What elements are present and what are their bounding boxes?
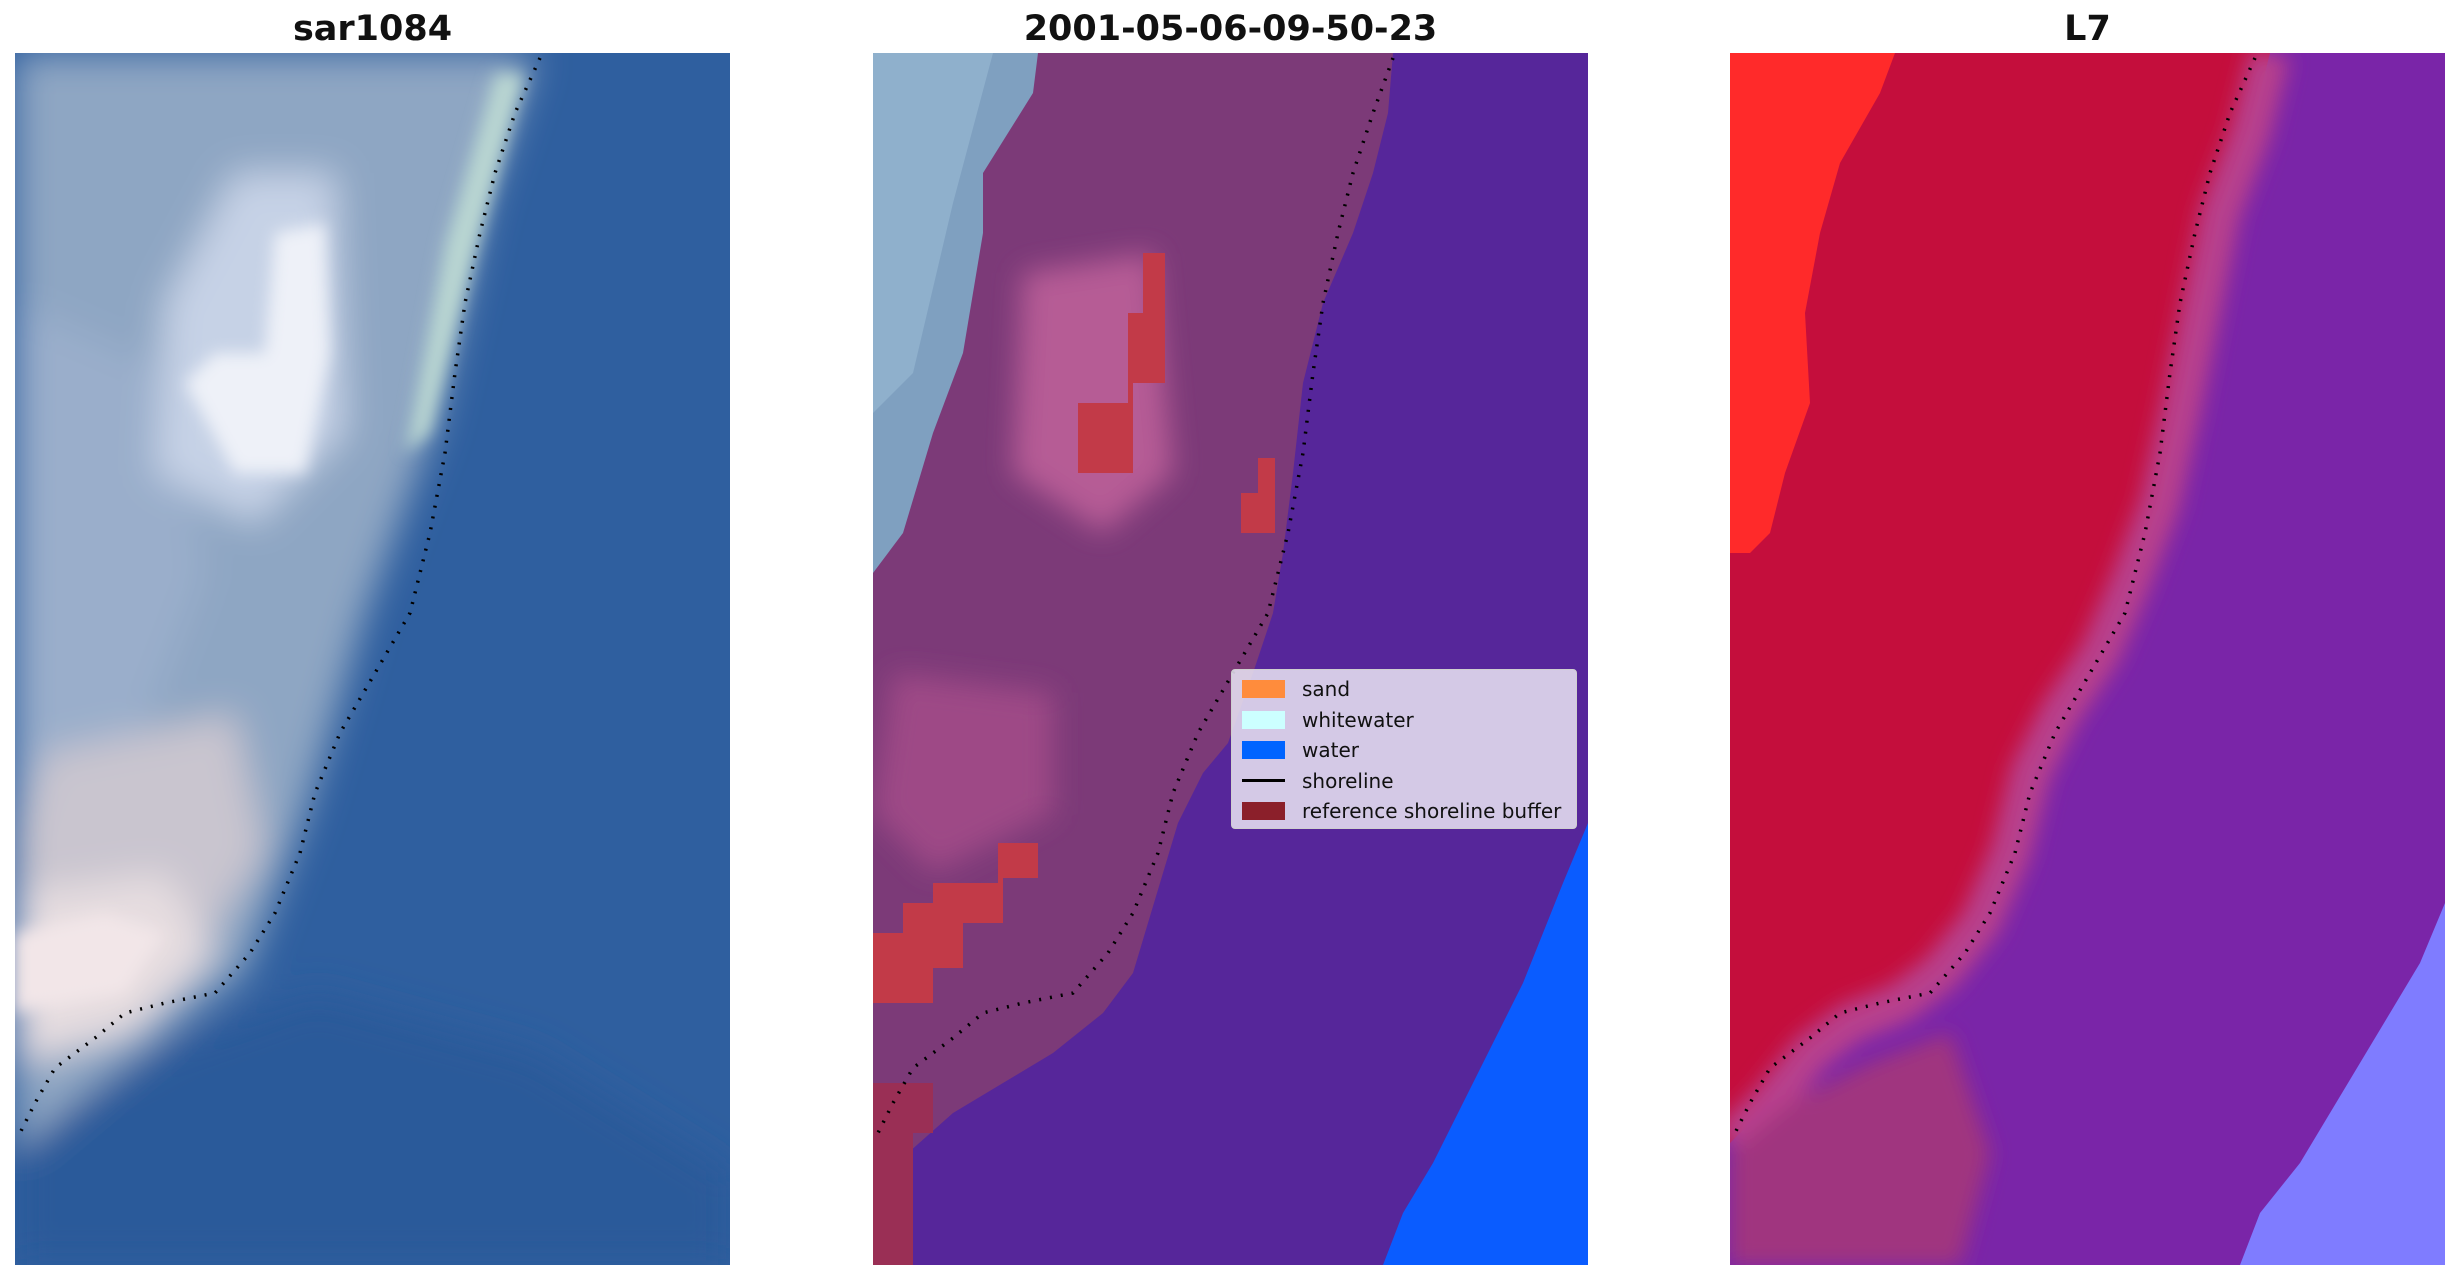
panel-title-rgb: sar1084 (292, 9, 453, 49)
legend-label-shoreline: shoreline (1302, 768, 1394, 793)
legend-label-sand: sand (1302, 677, 1351, 702)
panel-title-l7: L7 (2064, 9, 2111, 49)
classification-image (873, 53, 1588, 1265)
legend-item-water: water (1242, 735, 1566, 766)
sand-swatch (1242, 680, 1285, 699)
legend-item-shoreline: shoreline (1242, 766, 1566, 797)
l7-panel (1730, 53, 2445, 1265)
shoreline-dots-rgb (18, 57, 542, 1134)
legend-label-water: water (1302, 738, 1359, 763)
shoreline-line-swatch (1242, 779, 1285, 783)
legend-label-reference-buffer: reference shoreline buffer (1302, 799, 1562, 824)
rgb-image-panel (15, 53, 730, 1265)
shoreline-dots-l7 (1733, 57, 2257, 1134)
whitewater-swatch (1242, 710, 1285, 729)
buffer-swatch (1242, 802, 1285, 821)
panel-title-classification: 2001-05-06-09-50-23 (1023, 9, 1438, 49)
legend-label-whitewater: whitewater (1302, 707, 1414, 732)
water-swatch (1242, 741, 1285, 760)
legend-item-sand: sand (1242, 674, 1566, 705)
classification-panel (873, 53, 1588, 1265)
l7-image (1730, 53, 2445, 1265)
legend-item-reference-buffer: reference shoreline buffer (1242, 796, 1566, 827)
legend-item-whitewater: whitewater (1242, 705, 1566, 736)
rgb-image (15, 53, 730, 1265)
legend: sand whitewater water shoreline referenc… (1231, 669, 1577, 829)
